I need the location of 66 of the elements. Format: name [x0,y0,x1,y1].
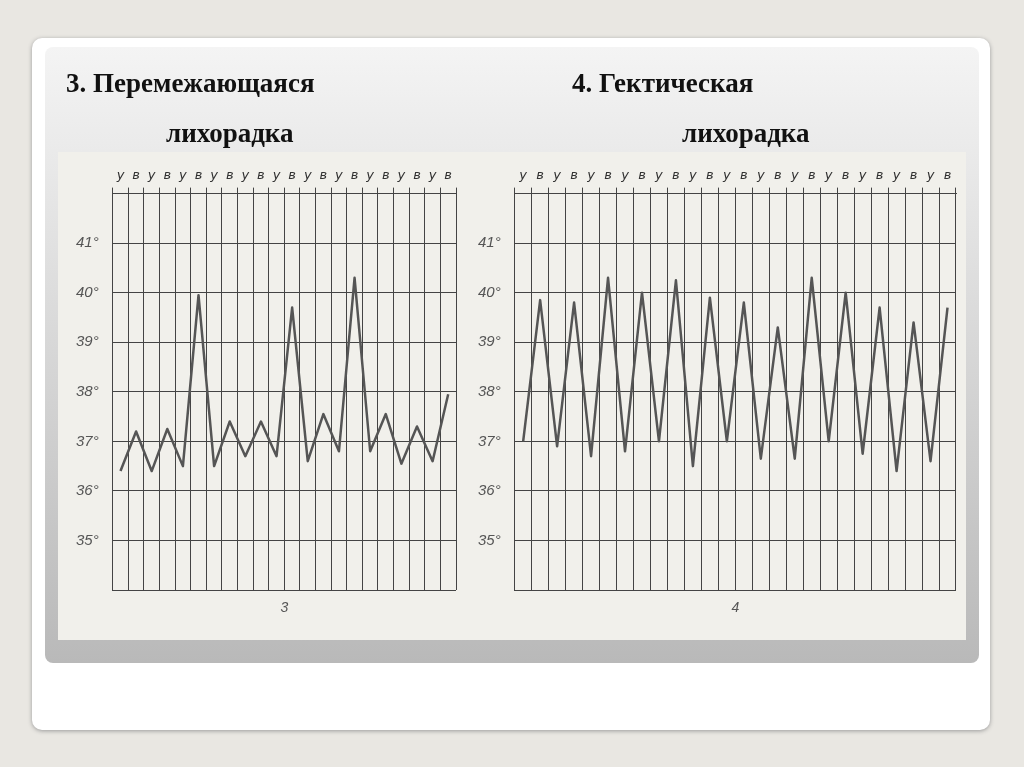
x-tick-label: в [875,167,884,183]
y-tick-label: 37° [76,431,99,449]
y-tick-label: 35° [478,530,501,548]
x-tick-label: у [396,167,406,183]
x-tick-label: в [638,167,646,183]
x-tick-label: у [334,167,344,183]
y-tick-label: 38° [76,381,99,399]
y-tick-label: 36° [76,481,99,499]
y-tick-label: 39° [478,332,501,350]
x-tick-label: у [891,167,901,183]
x-tick-label: в [194,167,203,183]
x-tick-label: в [319,167,328,183]
x-tick-label: у [857,167,867,183]
x-tick-label: у [518,167,528,183]
y-tick-label: 41° [478,233,501,251]
x-tick-label: в [257,167,265,183]
y-tick-label: 39° [76,332,99,350]
x-tick-label: у [271,167,281,183]
x-tick-label: у [688,167,698,183]
x-tick-label: у [365,167,375,183]
x-tick-label: в [225,167,234,183]
x-tick-label: у [925,167,935,183]
x-tick-label: в [909,167,918,183]
x-tick-label: у [302,167,312,183]
chart-title: 3. Перемежающаяся лихорадка [66,67,316,150]
y-tick-label: 41° [76,233,99,251]
y-tick-label: 38° [478,381,501,399]
x-tick-label: в [943,167,952,183]
x-tick-label: в [381,167,390,183]
y-tick-label: 40° [478,282,501,300]
x-tick-label: у [240,167,250,183]
x-tick-label: в [604,167,612,183]
x-tick-label: у [654,167,664,183]
x-tick-label: в [536,167,544,183]
x-tick-label: у [178,167,188,183]
x-tick-label: у [209,167,219,183]
chart-title: 4. Гектическая лихорадка [572,67,811,150]
x-tick-label: в [807,167,816,183]
x-tick-label: у [146,167,156,183]
x-tick-label: у [755,167,765,183]
x-tick-label: в [672,167,680,183]
x-tick-label: у [789,167,799,183]
x-tick-label: в [132,167,140,183]
x-tick-label: у [427,167,437,183]
text: 4 [731,599,740,615]
x-tick-label: в [773,167,782,183]
x-tick-label: в [739,167,748,183]
x-tick-label: у [552,167,562,183]
x-tick-label: у [722,167,731,183]
x-tick-label: в [841,167,850,183]
x-tick-label: у [823,167,833,183]
x-tick-label: у [586,167,596,183]
x-tick-label: в [163,167,172,183]
x-tick-label: в [570,167,578,183]
y-tick-label: 40° [76,282,99,300]
y-tick-label: 35° [76,530,99,548]
text: 3 [280,599,289,615]
y-tick-label: 37° [478,431,501,449]
x-tick-label: в [288,167,296,183]
x-tick-label: в [413,167,421,183]
y-tick-label: 36° [478,481,501,499]
x-tick-label: в [706,167,714,183]
x-tick-label: у [115,167,125,183]
x-tick-label: в [444,167,453,183]
x-tick-label: у [620,167,630,183]
x-tick-label: в [350,167,359,183]
